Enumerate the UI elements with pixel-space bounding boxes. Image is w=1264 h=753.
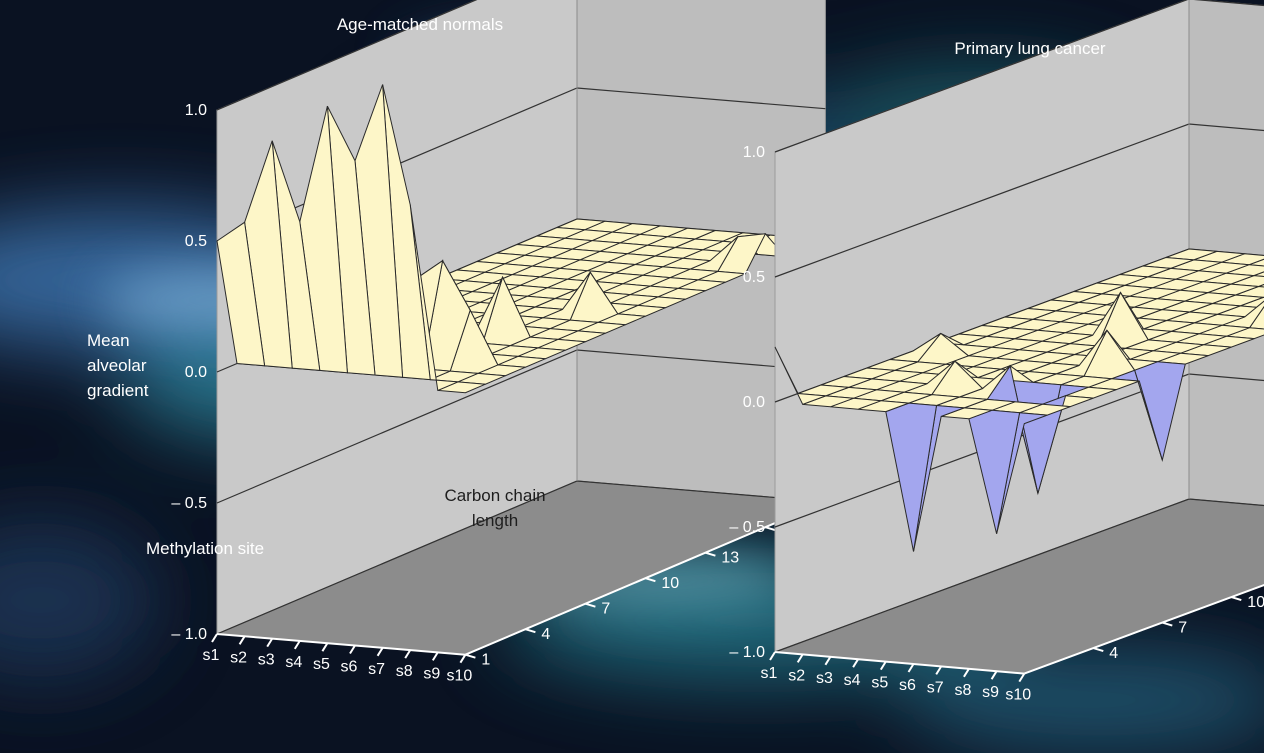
site-axis-line [774, 651, 1025, 675]
z-axis-label-line1: Carbon chain [444, 486, 546, 505]
y-tick-label: 0.0 [743, 394, 765, 411]
chain-tick [645, 577, 656, 583]
site-tick [321, 642, 329, 652]
site-tick-label: s10 [1005, 687, 1031, 704]
y-tick-label: – 1.0 [729, 644, 765, 661]
site-tick-label: s3 [816, 670, 833, 687]
site-tick-label: s9 [423, 665, 440, 682]
site-tick-label: s6 [899, 677, 916, 694]
y-tick-label: – 0.5 [729, 519, 765, 536]
site-axis-line [216, 633, 466, 656]
site-tick-label: s7 [368, 661, 385, 678]
chain-tick-label: 7 [1178, 620, 1187, 637]
y-tick-label: 1.0 [743, 144, 765, 161]
site-tick [907, 663, 915, 673]
site-tick-label: s1 [761, 665, 778, 682]
z-axis-label-line2: length [471, 511, 519, 530]
site-tick-label: s1 [203, 647, 220, 664]
site-tick [266, 638, 274, 648]
site-tick-label: s5 [313, 656, 330, 673]
site-tick-label: s2 [788, 667, 805, 684]
site-tick-label: s9 [982, 684, 999, 701]
site-tick [769, 651, 776, 661]
chain-tick [585, 602, 596, 608]
site-tick [431, 651, 439, 661]
wall-gridline [774, 0, 1264, 153]
chain-tick-label: 1 [481, 652, 490, 669]
y-axis-label-line2: alveolar [87, 356, 147, 375]
chain-tick [705, 551, 716, 557]
site-tick-label: s2 [230, 649, 247, 666]
y-tick-label: 0.5 [185, 233, 207, 250]
site-tick [404, 649, 412, 659]
chain-axis-line [1023, 583, 1264, 675]
chain-tick-label: 4 [1109, 645, 1118, 662]
site-tick-label: s6 [341, 659, 358, 676]
y-axis-label-line1: Mean [87, 331, 130, 350]
site-tick-label: s5 [871, 675, 888, 692]
site-tick-label: s8 [396, 663, 413, 680]
chain-tick [1093, 647, 1104, 653]
site-tick [990, 670, 998, 680]
chart-1: 1.0 0.5 0.0 – 0.5 – 1.0 s1 s2 s3 s4 s5 s6 s7 s8 s9 s10… [729, 0, 1264, 704]
y-axis-label-line3: gradient [87, 381, 149, 400]
site-tick-label: s3 [258, 652, 275, 669]
site-tick [211, 633, 218, 643]
y-tick-label: – 0.5 [171, 495, 207, 512]
site-tick-label: s10 [447, 668, 473, 685]
site-tick-label: s4 [844, 672, 861, 689]
site-tick-label: s7 [927, 679, 944, 696]
site-tick [459, 654, 467, 664]
chain-tick [1162, 621, 1173, 627]
site-tick [824, 656, 832, 666]
chain-tick-label: 4 [541, 626, 550, 643]
chain-tick [525, 628, 536, 634]
chain-tick-label: 13 [721, 550, 739, 567]
chain-tick [1231, 596, 1242, 602]
x-axis-label: Methylation site [146, 539, 265, 558]
site-tick [935, 665, 943, 675]
y-tick-label: 0.5 [743, 269, 765, 286]
y-tick-label: – 1.0 [171, 626, 207, 643]
chain-tick [465, 653, 476, 659]
chain-tick-label: 10 [661, 575, 679, 592]
chart-title-cancer: Primary lung cancer [954, 39, 1106, 58]
surface-cell [774, 346, 826, 406]
chain-tick-label: 7 [601, 601, 610, 618]
chain-axis-line [465, 500, 826, 656]
site-tick-label: s4 [285, 654, 302, 671]
site-tick [796, 653, 804, 663]
chart-0: 1.00.50.0– 0.5– 1.0s1 s2 s3 s4 s5 s6 s7 s8 s9 s10… [171, 0, 859, 685]
site-tick [879, 661, 887, 671]
site-tick [238, 635, 246, 645]
site-tick [1018, 673, 1026, 683]
chart-title-normals: Age-matched normals [336, 15, 504, 34]
wall-gridline [216, 0, 478, 111]
y-tick-label: 1.0 [185, 102, 207, 119]
y-tick-label: 0.0 [185, 364, 207, 381]
site-tick [963, 668, 970, 678]
site-tick [349, 644, 356, 655]
site-tick-label: s8 [954, 682, 971, 699]
site-tick [376, 647, 384, 657]
chain-tick-label: 10 [1247, 594, 1264, 611]
site-tick [852, 658, 859, 668]
surface-cell [216, 221, 266, 367]
site-tick [293, 640, 301, 650]
chain-tick [765, 526, 776, 532]
